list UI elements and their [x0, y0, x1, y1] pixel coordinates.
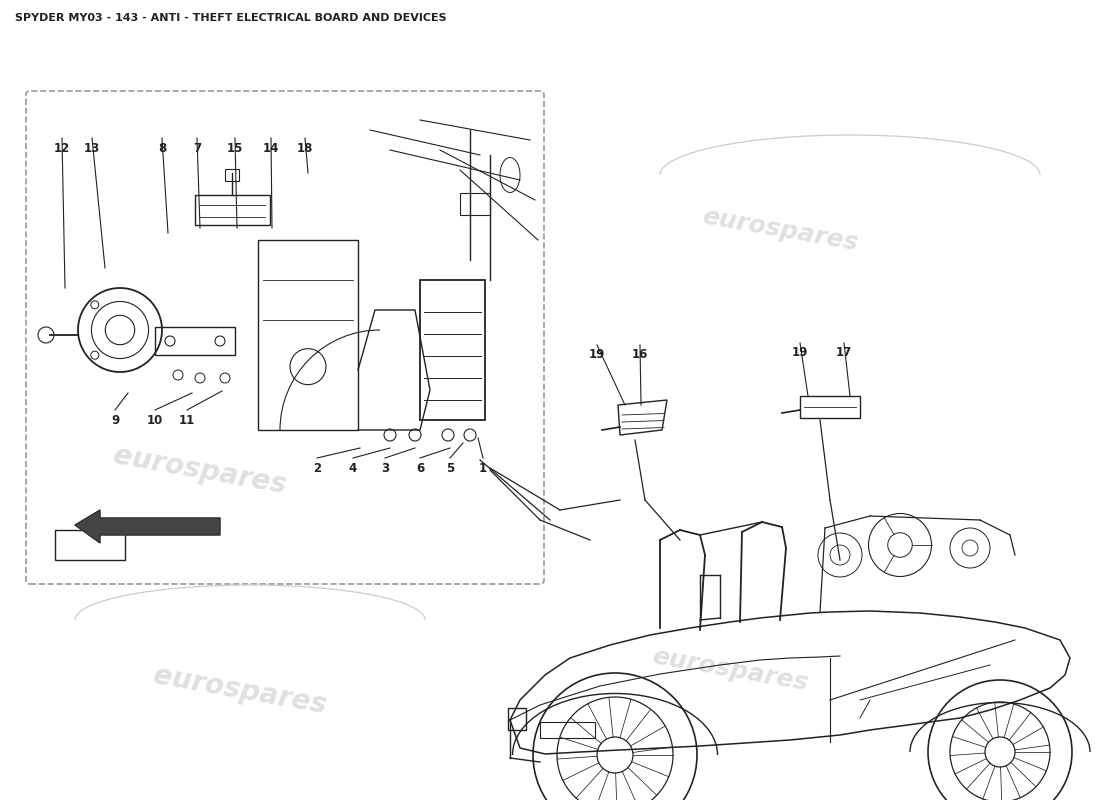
- Text: 19: 19: [588, 349, 605, 362]
- Text: 8: 8: [158, 142, 166, 154]
- Text: 19: 19: [792, 346, 808, 359]
- Text: 1: 1: [478, 462, 487, 474]
- Text: 16: 16: [631, 349, 648, 362]
- Text: 3: 3: [381, 462, 389, 474]
- Text: 4: 4: [349, 462, 358, 474]
- Text: 5: 5: [446, 462, 454, 474]
- Text: 6: 6: [416, 462, 425, 474]
- Text: eurospares: eurospares: [700, 205, 860, 255]
- Text: 15: 15: [227, 142, 243, 154]
- Text: 9: 9: [111, 414, 119, 426]
- Text: 10: 10: [147, 414, 163, 426]
- Text: 11: 11: [179, 414, 195, 426]
- Text: 14: 14: [263, 142, 279, 154]
- Text: eurospares: eurospares: [650, 645, 810, 695]
- Text: eurospares: eurospares: [151, 661, 329, 719]
- Text: 7: 7: [192, 142, 201, 154]
- Text: 18: 18: [297, 142, 313, 154]
- Text: 13: 13: [84, 142, 100, 154]
- Text: 2: 2: [312, 462, 321, 474]
- Text: SPYDER MY03 - 143 - ANTI - THEFT ELECTRICAL BOARD AND DEVICES: SPYDER MY03 - 143 - ANTI - THEFT ELECTRI…: [15, 13, 447, 23]
- Text: 17: 17: [836, 346, 852, 359]
- Polygon shape: [75, 510, 220, 543]
- Text: 12: 12: [54, 142, 70, 154]
- Text: eurospares: eurospares: [111, 441, 289, 499]
